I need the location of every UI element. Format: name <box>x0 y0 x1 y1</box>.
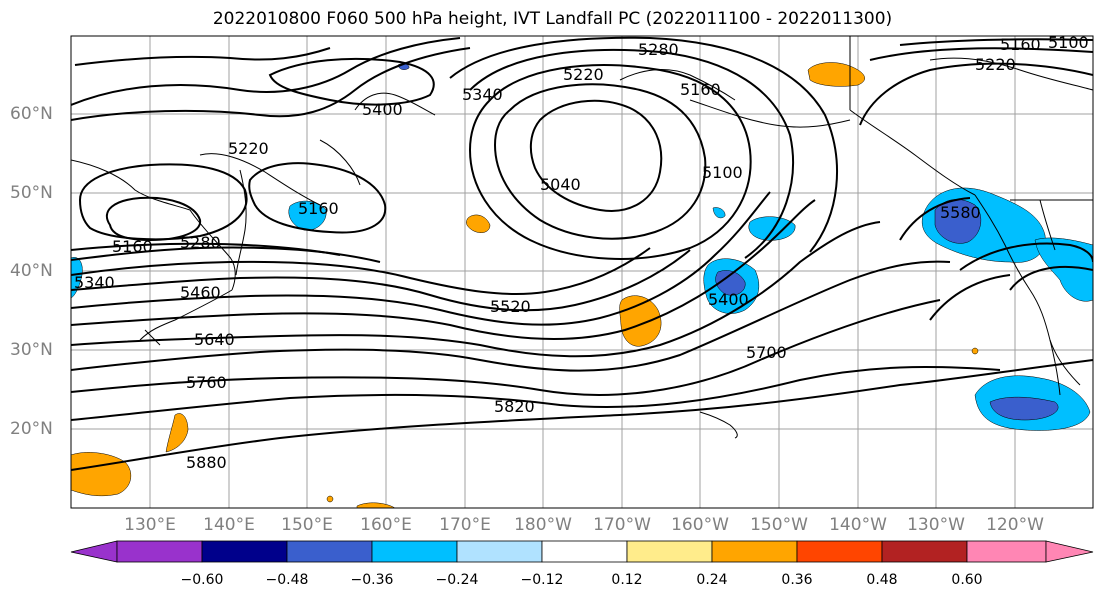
contour-label: 5760 <box>186 373 227 392</box>
lat-label: 20°N <box>10 419 53 439</box>
colorbar-tick-label: 0.60 <box>951 572 983 588</box>
colorbar-tick-label: −0.24 <box>435 572 479 588</box>
contour-label: 5100 <box>702 163 743 182</box>
lon-label: 130°W <box>907 515 965 535</box>
contour-label: 5700 <box>746 343 787 362</box>
lat-label: 50°N <box>10 183 53 203</box>
colorbar-tick-label: 0.48 <box>866 572 898 588</box>
lat-label: 60°N <box>10 104 53 124</box>
colorbar-tick-label: −0.48 <box>265 572 309 588</box>
height-contours <box>71 36 1093 471</box>
lon-label: 180°W <box>514 515 572 535</box>
contour-label: 5400 <box>362 100 403 119</box>
colorbar-extend-right <box>1045 540 1094 563</box>
lon-label: 160°E <box>360 515 412 535</box>
contour-label: 5040 <box>540 175 581 194</box>
contour-label: 5520 <box>490 297 531 316</box>
contour-label: 5220 <box>228 139 269 158</box>
contour-label: 5160 <box>112 237 153 256</box>
colorbar-segment <box>286 540 373 563</box>
contour-label: 5340 <box>74 273 115 292</box>
colorbar-tick-label: −0.36 <box>350 572 394 588</box>
colorbar-tick-label: 0.36 <box>781 572 813 588</box>
contour-label: 5220 <box>975 55 1016 74</box>
map-title: 2022010800 F060 500 hPa height, IVT Land… <box>212 9 893 29</box>
colorbar <box>70 540 1094 563</box>
contour-label: 5460 <box>180 283 221 302</box>
contour-labels: 5280 5160 5100 5220 5400 5340 5220 5160 … <box>74 33 1089 472</box>
contour-label: 5280 <box>638 40 679 59</box>
contour-label: 5880 <box>186 453 227 472</box>
lon-label: 170°W <box>593 515 651 535</box>
lat-label: 30°N <box>10 340 53 360</box>
colorbar-tick-label: −0.60 <box>180 572 224 588</box>
map-gridlines <box>71 36 1093 508</box>
colorbar-segment <box>541 540 628 563</box>
colorbar-tick-label: −0.12 <box>520 572 564 588</box>
lon-label: 170°E <box>439 515 491 535</box>
colorbar-segment <box>966 540 1047 563</box>
colorbar-segment <box>201 540 288 563</box>
colorbar-tick-label: 0.12 <box>611 572 643 588</box>
lon-label: 120°W <box>986 515 1044 535</box>
contour-label: 5580 <box>940 203 981 222</box>
contour-label: 5280 <box>180 233 221 252</box>
lon-label: 150°E <box>281 515 333 535</box>
lon-label: 130°E <box>124 515 176 535</box>
contour-label: 5640 <box>194 330 235 349</box>
lon-label: 160°W <box>671 515 729 535</box>
contour-label: 5400 <box>708 290 749 309</box>
map-frame <box>70 35 1094 509</box>
lon-label: 150°W <box>750 515 808 535</box>
lon-label: 140°W <box>829 515 887 535</box>
colorbar-segment <box>796 540 883 563</box>
ivt-negative-regions <box>71 63 1093 431</box>
contour-label: 5340 <box>462 85 503 104</box>
contour-label: 5160 <box>298 199 339 218</box>
lat-label: 40°N <box>10 261 53 281</box>
colorbar-segment <box>711 540 798 563</box>
colorbar-segment <box>456 540 543 563</box>
colorbar-segment <box>371 540 458 563</box>
contour-label: 5160 <box>680 80 721 99</box>
contour-label: 5100 <box>1048 33 1089 52</box>
colorbar-extend-left <box>70 540 118 563</box>
colorbar-segment <box>881 540 968 563</box>
colorbar-segment <box>626 540 713 563</box>
contour-label: 5160 <box>1000 35 1041 54</box>
contour-label: 5220 <box>563 65 604 84</box>
contour-label: 5820 <box>494 397 535 416</box>
colorbar-segment <box>116 540 203 563</box>
lon-label: 140°E <box>203 515 255 535</box>
colorbar-tick-label: 0.24 <box>696 572 728 588</box>
